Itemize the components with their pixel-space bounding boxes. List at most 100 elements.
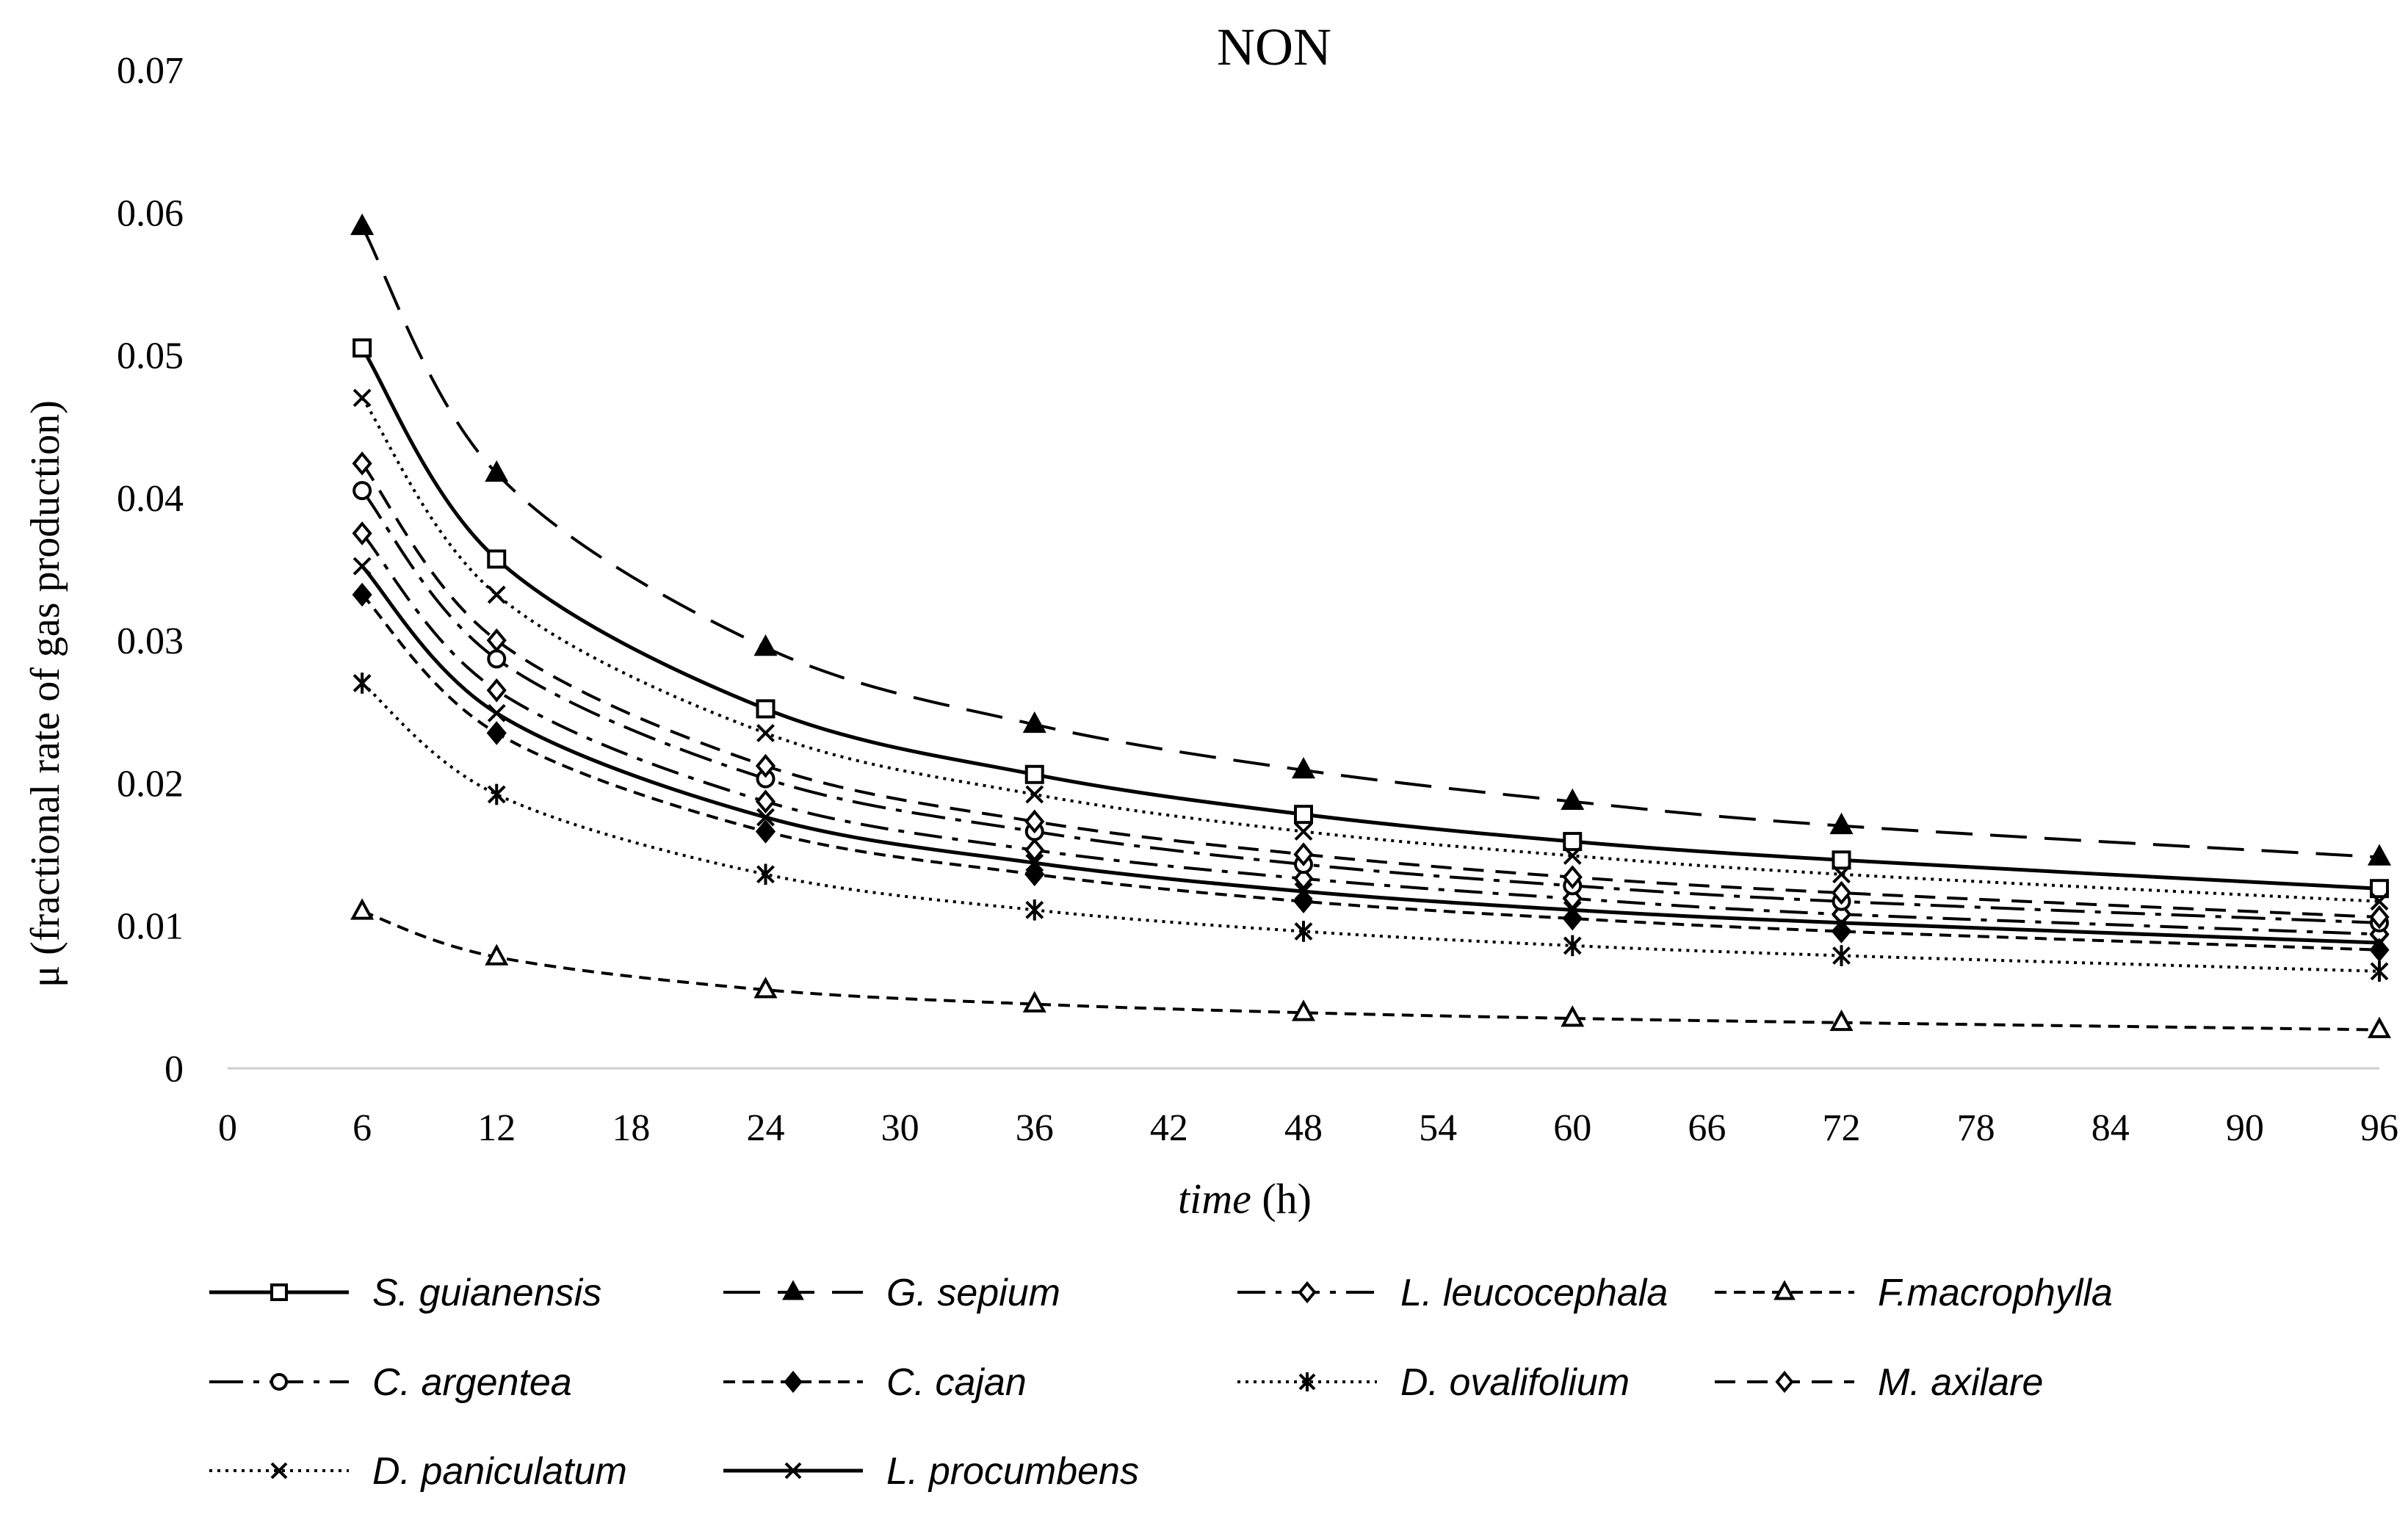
y-axis-label: μ (fractional rate of gas production) (23, 400, 68, 988)
legend-label: D. paniculatum (372, 1450, 627, 1493)
series-8-point-1 (352, 451, 372, 476)
series-4-point-8-shape (2367, 1016, 2392, 1038)
series-9-point-5-shape (1294, 822, 1313, 841)
series-7-point-2 (487, 783, 506, 805)
series-8-point-1-shape (352, 451, 372, 476)
y-tick-label: 0.07 (117, 50, 184, 92)
legend-label: F.macrophylla (1878, 1272, 2113, 1314)
x-tick-label: 24 (747, 1107, 785, 1149)
legend-marker-shape (270, 1283, 288, 1301)
legend-marker (784, 1370, 803, 1394)
series-2-point-7 (1829, 812, 1854, 835)
series-5-point-1-shape (352, 481, 372, 501)
legend: S. guianensis G. sepium L. leucocephala F.m… (209, 1272, 2113, 1493)
legend-marker (270, 1462, 288, 1479)
x-tick-label: 72 (1823, 1107, 1861, 1149)
series-1-point-5-shape (1294, 805, 1313, 825)
series-8-point-2 (486, 628, 507, 653)
series-1-point-8-shape (2370, 879, 2389, 899)
series-2-point-4-shape (1022, 711, 1046, 734)
x-tick-label: 42 (1150, 1107, 1188, 1149)
x-tick-label: 48 (1284, 1107, 1323, 1149)
series-6-point-2 (486, 721, 507, 745)
plot-area: 0 0.01 0.02 0.03 0.04 0.05 0.06 0.07 0 6 12 18 24 30 3… (117, 50, 2398, 1149)
x-tick-label: 0 (218, 1107, 237, 1149)
x-tick-label: 30 (881, 1107, 919, 1149)
series-10-point-1-shape (352, 557, 372, 576)
series-5-point-2 (487, 649, 507, 669)
series-4-point-3 (753, 977, 778, 999)
series-7-point-1 (352, 673, 372, 694)
series-4-point-1 (350, 898, 375, 920)
x-tick-label: 18 (612, 1107, 650, 1149)
series-3-point-5-shape (1293, 866, 1314, 891)
y-tick-label: 0 (164, 1048, 184, 1090)
series-7-point-4-shape (1025, 899, 1044, 921)
series-10-point-3-shape (756, 808, 775, 827)
series-10-point-2-shape (487, 703, 506, 722)
series-2-point-1 (350, 213, 375, 236)
series-9-point-4-shape (1025, 785, 1044, 804)
series-4-point-4-shape (1022, 990, 1046, 1013)
series-9-point-6 (1563, 847, 1582, 865)
series-6-point-3 (755, 819, 776, 844)
series-line-3 (361, 532, 2380, 936)
series-10-point-1 (352, 557, 372, 576)
series-1-point-3-shape (756, 699, 775, 719)
series-2-point-3-shape (753, 634, 778, 656)
series-3-point-2 (486, 678, 507, 703)
legend-label: C. argentea (372, 1361, 572, 1404)
series-9-point-1-shape (352, 388, 372, 408)
series-4-point-5-shape (1291, 999, 1316, 1021)
legend-label: S. guianensis (372, 1272, 601, 1314)
series-6-point-2-shape (486, 721, 507, 745)
series-1-point-4-shape (1024, 764, 1044, 784)
y-tick-label: 0.01 (117, 906, 184, 948)
x-tick-label: 66 (1688, 1107, 1726, 1149)
series-2-point-1-shape (350, 213, 375, 236)
series-7-point-7 (1832, 945, 1851, 966)
series-9-point-7-shape (1832, 865, 1851, 884)
series-line-1 (361, 347, 2380, 891)
legend-label: D. ovalifolium (1400, 1361, 1630, 1404)
x-tick-label: 36 (1016, 1107, 1054, 1149)
legend-marker (270, 1373, 288, 1391)
series-4-point-6 (1561, 1005, 1585, 1027)
series-8-point-6-shape (1562, 865, 1583, 889)
series-2-point-2 (485, 460, 509, 482)
series-9-point-8-shape (2370, 892, 2389, 911)
series-7-point-3-shape (756, 863, 775, 885)
legend-marker-shape (270, 1462, 288, 1479)
series-4-point-5 (1291, 999, 1316, 1021)
legend-marker (784, 1462, 802, 1479)
legend-marker (1298, 1372, 1316, 1391)
series-2-point-6-shape (1561, 788, 1585, 811)
series-1-point-2-shape (487, 549, 507, 569)
series-2-point-8 (2367, 844, 2392, 866)
series-7-point-6-shape (1563, 935, 1582, 957)
legend-marker-shape (1298, 1372, 1316, 1391)
series-7-point-1-shape (352, 673, 372, 694)
chart-title: NON (1217, 18, 1331, 76)
series-9-point-8 (2370, 892, 2389, 911)
series-line-5 (361, 489, 2380, 924)
series-10-point-8-shape (2370, 933, 2389, 952)
series-8-point-4 (1024, 809, 1045, 834)
series-3-point-4 (1024, 838, 1045, 863)
series-line-2 (361, 225, 2380, 859)
series-7-point-5 (1294, 921, 1313, 942)
series-8-point-3 (755, 753, 776, 778)
series-6-point-3-shape (755, 819, 776, 844)
series-4-point-8 (2367, 1016, 2392, 1038)
x-axis-label-italic: time (1178, 1175, 1251, 1223)
series-1-point-7-shape (1832, 850, 1851, 870)
legend-entry: C. cajan (723, 1361, 1027, 1404)
series-10-point-6 (1563, 900, 1582, 919)
y-tick-label: 0.04 (117, 478, 184, 520)
series-10-point-5 (1294, 882, 1313, 901)
legend-entry: C. argentea (209, 1361, 572, 1404)
series-6-point-1-shape (352, 582, 372, 607)
series-1-point-5 (1294, 805, 1313, 825)
legend-entry: G. sepium (723, 1272, 1060, 1314)
series-6-point-4 (1024, 862, 1045, 887)
